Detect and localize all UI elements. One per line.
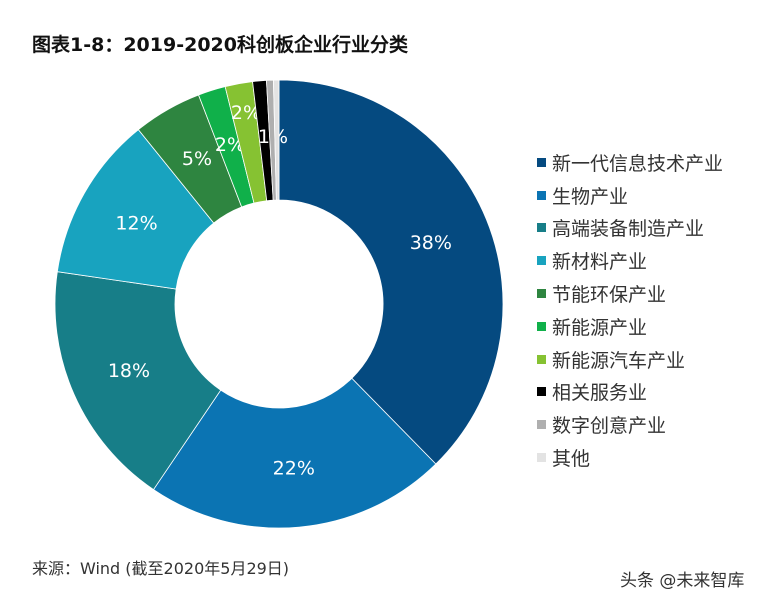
legend-item: 新一代信息技术产业 — [537, 146, 723, 179]
slice-9 — [273, 79, 280, 201]
data-label-5: 2% — [215, 134, 245, 156]
legend-swatch — [537, 157, 546, 167]
legend-label: 新能源产业 — [552, 316, 648, 339]
legend-item: 新材料产业 — [537, 244, 723, 277]
legend-item: 数字创意产业 — [537, 408, 723, 441]
legend-label: 数字创意产业 — [552, 415, 667, 438]
legend-label: 新材料产业 — [552, 251, 648, 274]
legend: 新一代信息技术产业 生物产业高端装备制造产业 新材料产业节能环保产业 新能源产业新能源… — [537, 146, 723, 474]
legend-label: 新一代信息技术产业 — [552, 152, 724, 175]
legend-item: 新能源汽车产业 — [537, 343, 723, 376]
slice-2 — [54, 271, 222, 491]
legend-swatch — [537, 223, 546, 233]
data-label-3: 12% — [115, 213, 157, 235]
legend-swatch — [537, 190, 546, 200]
legend-item: 新能源产业 — [537, 310, 723, 343]
legend-swatch — [537, 453, 546, 463]
legend-item: 高端装备制造产业 — [537, 212, 723, 245]
data-label-4: 5% — [182, 148, 212, 170]
legend-swatch — [537, 256, 546, 266]
legend-swatch — [537, 387, 546, 397]
legend-swatch — [537, 321, 546, 331]
legend-label: 节能环保产业 — [552, 284, 667, 307]
data-label-2: 18% — [108, 360, 150, 382]
legend-item: 相关服务业 — [537, 376, 723, 409]
legend-item: 生物产业 — [537, 179, 723, 212]
legend-label: 其他 — [552, 448, 591, 471]
source-note: 来源：Wind (截至2020年5月29日) — [32, 559, 290, 578]
legend-swatch — [537, 420, 546, 430]
data-label-0: 38% — [410, 232, 452, 254]
legend-label: 高端装备制造产业 — [552, 218, 705, 241]
legend-label: 新能源汽车产业 — [552, 349, 686, 372]
legend-label: 相关服务业 — [552, 382, 648, 405]
slice-0 — [278, 79, 504, 465]
legend-swatch — [537, 354, 546, 364]
slice-1 — [152, 377, 437, 529]
watermark: 头条 @未来智库 — [620, 571, 745, 591]
legend-label: 生物产业 — [552, 185, 629, 208]
legend-swatch — [537, 289, 546, 299]
data-label-6: 2% — [231, 102, 261, 124]
legend-item: 其他 — [537, 441, 723, 474]
chart-title: 图表1-8：2019-2020科创板企业行业分类 — [32, 34, 408, 56]
legend-item: 节能环保产业 — [537, 277, 723, 310]
data-label-1: 22% — [273, 457, 315, 479]
